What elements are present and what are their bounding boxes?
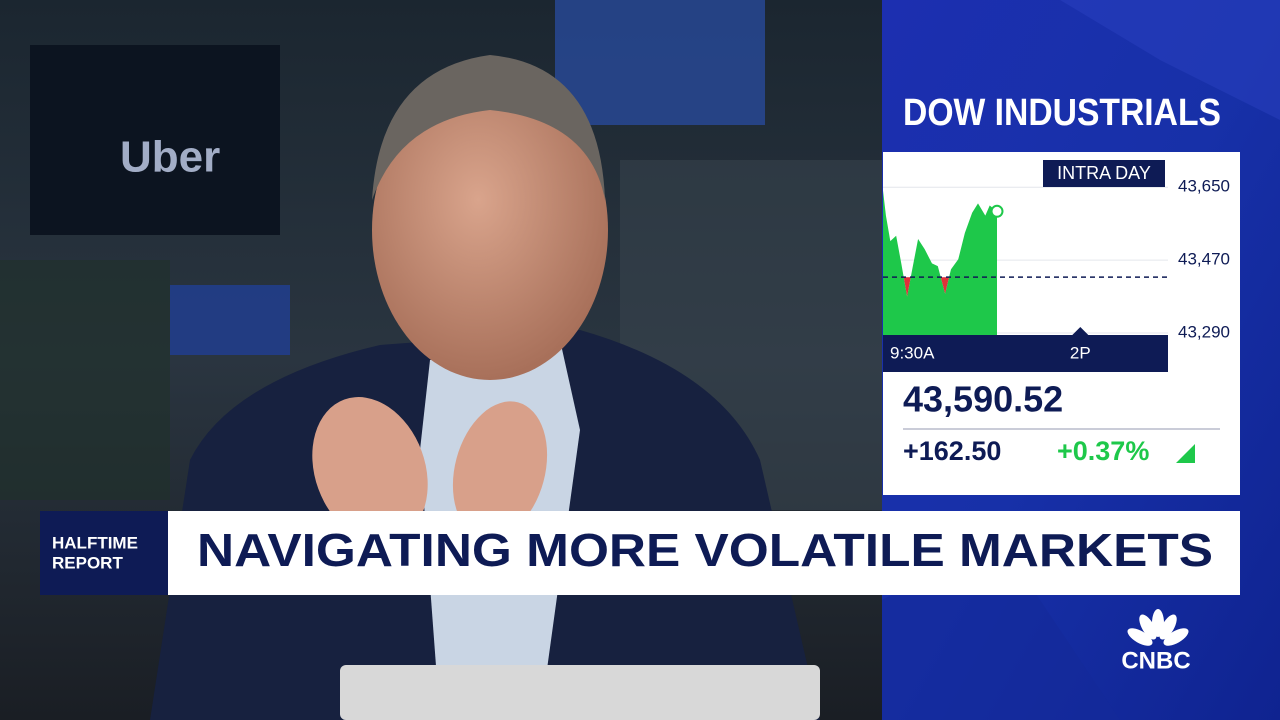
intraday-badge: INTRA DAY — [1057, 163, 1151, 183]
x-tick-mark — [1072, 327, 1089, 335]
down-area — [883, 277, 997, 297]
last-point — [990, 204, 1004, 218]
show-box — [40, 511, 168, 595]
x-axis-strip — [883, 335, 1168, 372]
percent-change: +0.37% — [1057, 436, 1149, 466]
network-logo: CNBC — [1121, 609, 1191, 674]
y-tick-label: 43,650 — [1178, 177, 1230, 196]
lower-third: HALFTIME REPORT NAVIGATING MORE VOLATILE… — [40, 511, 1240, 595]
x-tick-label: 2P — [1070, 343, 1091, 362]
panel-facet — [1060, 0, 1280, 120]
badge-background — [1043, 160, 1165, 187]
intraday-chart: 43,290 43,470 43,650 9:30A 2P INTRA DAY — [883, 152, 1240, 372]
show-name: REPORT — [52, 553, 123, 572]
svg-text:Uber: Uber — [120, 133, 220, 182]
y-tick-label: 43,290 — [1178, 322, 1230, 341]
x-tick-label: 9:30A — [890, 343, 935, 362]
headline-box — [168, 511, 1240, 595]
network-name: CNBC — [1121, 647, 1190, 674]
direction-arrow — [1176, 444, 1195, 463]
show-name: HALFTIME — [52, 533, 138, 552]
quote-background — [883, 372, 1240, 495]
headline: NAVIGATING MORE VOLATILE MARKETS — [197, 524, 1213, 576]
index-title: DOW INDUSTRIALS — [903, 92, 1221, 134]
net-change: +162.50 — [903, 436, 1001, 466]
quote-box: 43,590.52 +162.50 +0.37% — [883, 372, 1240, 495]
peacock-icon — [1127, 609, 1189, 646]
y-tick-label: 43,470 — [1178, 250, 1230, 269]
last-price: 43,590.52 — [903, 379, 1063, 420]
area — [883, 190, 997, 335]
